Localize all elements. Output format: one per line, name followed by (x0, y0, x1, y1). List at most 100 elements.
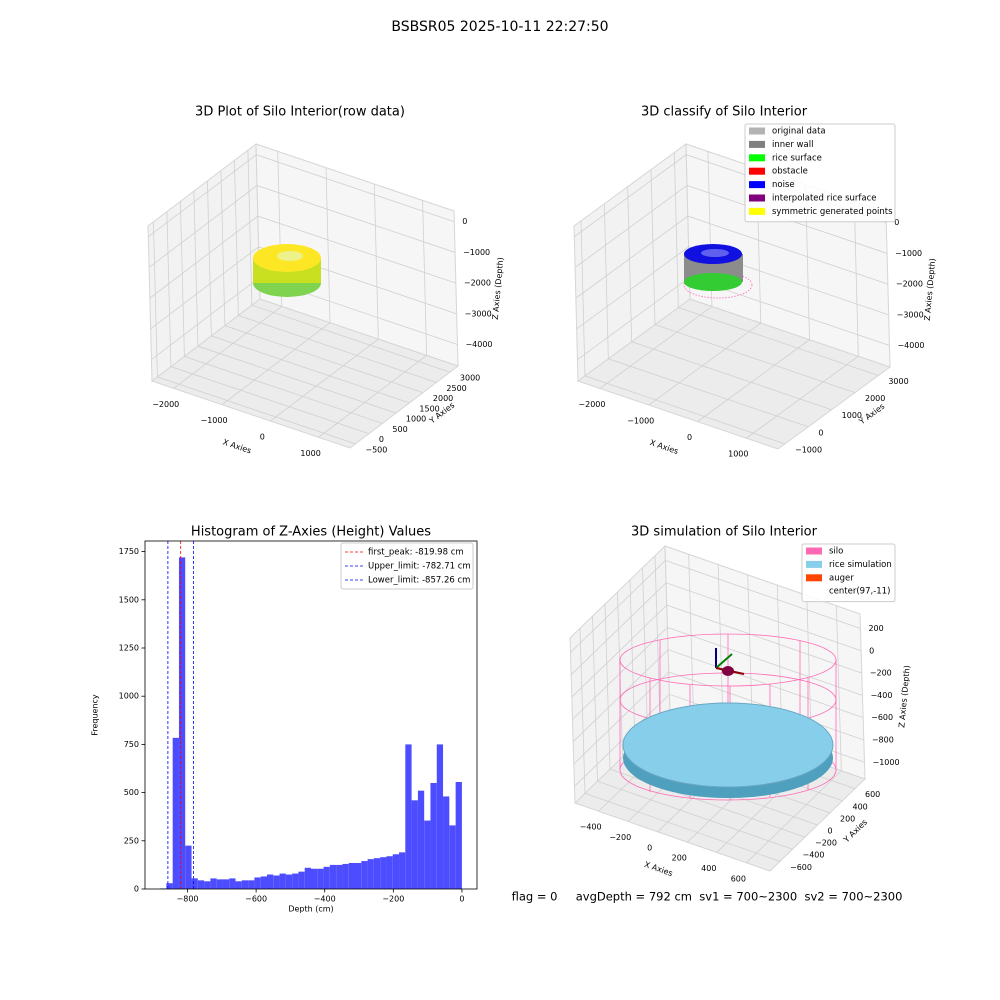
y-axis-label: Frequency (91, 694, 100, 736)
z-tick-label: −4000 (465, 340, 492, 349)
grid-line (580, 220, 786, 445)
z-tick-label: 200 (868, 624, 883, 633)
back-pane (255, 143, 459, 367)
cloud-hole (277, 251, 303, 261)
interp-ring (683, 271, 753, 299)
subplot-title: 3D classify of Silo Interior (641, 105, 808, 120)
z-tick-label: −4000 (897, 341, 924, 350)
bar (248, 880, 255, 889)
bar (260, 876, 267, 889)
bar (241, 880, 249, 889)
grid-line (627, 186, 832, 411)
legend-label: first_peak: -819.98 cm (368, 548, 464, 558)
bar (266, 874, 274, 889)
bar (166, 883, 173, 889)
z-tick-label: −3000 (465, 309, 492, 318)
grid-line (221, 167, 331, 406)
bar (430, 782, 437, 889)
grid-line (572, 649, 864, 742)
z-tick-label: −2000 (464, 279, 491, 288)
grid-line (571, 604, 862, 698)
bar (436, 744, 444, 889)
bar (392, 854, 400, 889)
y-tick-label: 500 (124, 788, 139, 797)
y-tick-label: 0 (379, 435, 384, 444)
grid-line (570, 582, 862, 676)
y-tick-label: 500 (392, 425, 407, 434)
bar (323, 866, 330, 889)
grid-line (617, 591, 818, 826)
legend-label: interpolated rice surface (772, 194, 877, 204)
axes-frame (144, 540, 478, 890)
x-tick-label: 0 (260, 433, 265, 442)
y-tick-label: 1750 (119, 547, 139, 556)
grid-line (697, 184, 810, 422)
subplot-title: 3D simulation of Silo Interior (631, 525, 818, 540)
legend-swatch (749, 127, 765, 135)
subplot-title: 3D Plot of Silo Interior(row data) (195, 105, 405, 120)
legend-swatch (749, 167, 765, 175)
auger (722, 666, 734, 676)
y-tick-label: 750 (124, 740, 139, 749)
x-tick-label: 1000 (300, 449, 320, 458)
z-tick-label: −1000 (872, 758, 899, 767)
grid-line (150, 246, 457, 330)
bar (348, 862, 356, 889)
z-tick-label: −600 (871, 713, 893, 722)
bar (329, 864, 337, 889)
bar (279, 873, 286, 889)
legend-label: Upper_limit: -782.71 cm (368, 562, 471, 572)
bar (405, 744, 412, 889)
bar (285, 874, 293, 889)
grid-line (746, 605, 842, 864)
grid-line (575, 215, 888, 299)
x-tick-label: 600 (731, 874, 746, 883)
y-tick-label: −600 (790, 863, 812, 872)
bar (373, 858, 381, 889)
x-axis-label: Depth (cm) (288, 905, 333, 914)
bar (342, 863, 349, 889)
bar (311, 868, 318, 889)
y-tick-label: 1500 (419, 404, 439, 413)
z-tick-label: −2000 (896, 280, 923, 289)
grid-line (193, 191, 397, 414)
legend-label: obstacle (772, 167, 808, 177)
grid-line (579, 628, 781, 862)
grid-line (173, 151, 283, 389)
bar (178, 557, 186, 889)
z-tick-label: −3000 (897, 310, 924, 319)
legend-swatch (806, 574, 822, 582)
legend-swatch (749, 194, 765, 202)
x-tick-label: −600 (245, 895, 267, 904)
y-tick-label: 2500 (446, 384, 466, 393)
grid-line (650, 169, 856, 394)
legend-swatch (806, 587, 822, 595)
grid-line (603, 203, 809, 428)
y-tick-label: 600 (865, 790, 880, 799)
z-tick-label: −400 (870, 691, 892, 700)
legend-box (744, 123, 896, 223)
y-tick-label: −200 (815, 839, 837, 848)
z-tick-label: −200 (870, 669, 892, 678)
y-tick-label: 1000 (406, 415, 426, 424)
bar (185, 845, 192, 889)
grid-line (180, 201, 383, 424)
y-tick-label: 0 (134, 885, 139, 894)
bar (273, 875, 280, 889)
x-tick-label: −400 (580, 823, 602, 832)
subplot-title: Histogram of Z-Axies (Height) Values (191, 525, 431, 540)
x-tick-label: −1000 (627, 417, 654, 426)
y-tick-label: 3000 (460, 374, 480, 383)
bar (197, 880, 205, 889)
grid-line (318, 200, 428, 438)
illustrations (253, 244, 837, 801)
grid-line (148, 184, 456, 268)
z-tick-label: 0 (462, 217, 467, 226)
bar (229, 878, 236, 889)
legend-swatch (749, 154, 765, 162)
y-tick-label: 400 (853, 802, 868, 811)
legend-label: auger (829, 573, 854, 583)
legend-swatch (806, 547, 822, 555)
bar (417, 790, 425, 889)
